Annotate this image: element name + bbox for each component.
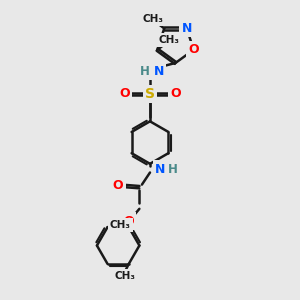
Text: O: O (113, 178, 124, 191)
Text: H: H (167, 163, 177, 176)
Text: N: N (155, 163, 165, 176)
Text: O: O (188, 43, 199, 56)
Text: N: N (182, 22, 192, 35)
Text: S: S (145, 87, 155, 101)
Text: N: N (154, 65, 164, 78)
Text: CH₃: CH₃ (114, 271, 135, 281)
Text: O: O (119, 87, 130, 100)
Text: CH₃: CH₃ (158, 35, 179, 45)
Text: O: O (170, 87, 181, 100)
Text: H: H (140, 65, 150, 78)
Text: CH₃: CH₃ (142, 14, 163, 24)
Text: O: O (124, 214, 134, 228)
Text: CH₃: CH₃ (110, 220, 131, 230)
